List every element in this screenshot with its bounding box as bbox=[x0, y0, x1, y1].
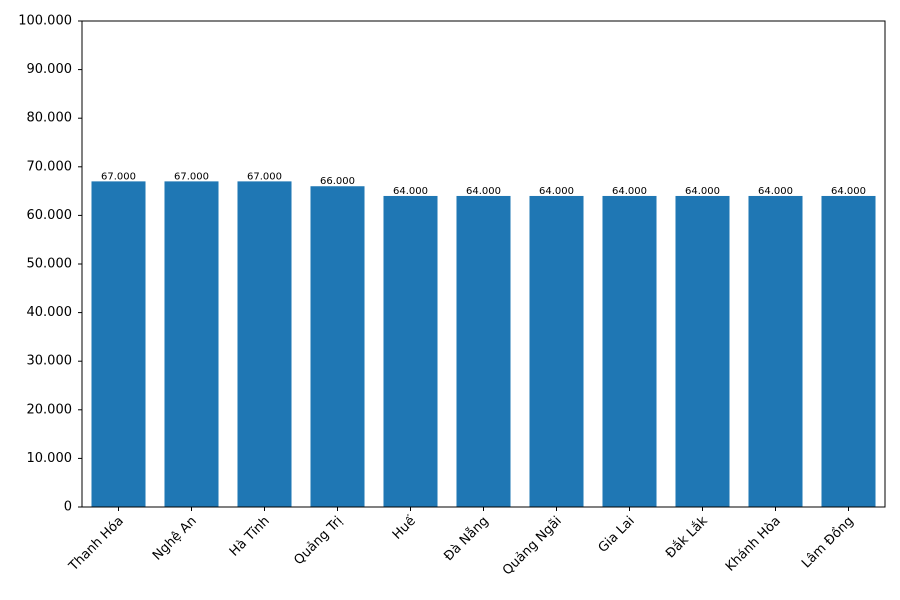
x-tick-label: Nghệ An bbox=[150, 514, 200, 564]
bar bbox=[91, 181, 146, 507]
value-label: 64.000 bbox=[539, 186, 574, 197]
x-tick-label: Đà Nẵng bbox=[441, 514, 491, 564]
y-tick-label: 100.000 bbox=[18, 14, 72, 29]
x-tick-label: Huế bbox=[390, 514, 419, 543]
bar bbox=[748, 195, 803, 507]
x-tick-label: Đắk Lắk bbox=[663, 513, 711, 561]
y-tick-label: 60.000 bbox=[27, 208, 73, 223]
value-label: 64.000 bbox=[831, 186, 866, 197]
bar bbox=[529, 195, 584, 507]
value-label: 64.000 bbox=[466, 186, 501, 197]
y-tick-label: 90.000 bbox=[27, 62, 73, 77]
plot-frame bbox=[81, 20, 886, 508]
x-tick-label: Quảng Trị bbox=[291, 514, 345, 568]
bar bbox=[383, 195, 438, 507]
y-tick-label: 10.000 bbox=[27, 451, 73, 466]
y-tick-label: 50.000 bbox=[27, 257, 73, 272]
x-tick-label: Khánh Hòa bbox=[723, 514, 784, 575]
bar bbox=[675, 195, 730, 507]
y-tick-label: 80.000 bbox=[27, 111, 73, 126]
y-tick-label: 30.000 bbox=[27, 354, 73, 369]
bar bbox=[164, 181, 219, 507]
x-tick-label: Quảng Ngãi bbox=[500, 514, 565, 579]
x-tick-label: Hà Tĩnh bbox=[227, 514, 273, 560]
y-tick-label: 0 bbox=[64, 500, 72, 515]
x-tick-label: Gia Lai bbox=[596, 514, 638, 556]
bar bbox=[821, 195, 876, 507]
x-tick-label: Lâm Đồng bbox=[799, 514, 857, 572]
value-label: 67.000 bbox=[101, 171, 136, 182]
value-label: 67.000 bbox=[174, 171, 209, 182]
value-label: 64.000 bbox=[612, 186, 647, 197]
y-tick-label: 70.000 bbox=[27, 159, 73, 174]
value-label: 64.000 bbox=[758, 186, 793, 197]
value-label: 64.000 bbox=[685, 186, 720, 197]
x-tick-label: Thanh Hóa bbox=[66, 514, 127, 575]
value-label: 67.000 bbox=[247, 171, 282, 182]
bar bbox=[456, 195, 511, 507]
value-label: 66.000 bbox=[320, 176, 355, 187]
bar bbox=[602, 195, 657, 507]
value-label: 64.000 bbox=[393, 186, 428, 197]
y-tick-label: 20.000 bbox=[27, 402, 73, 417]
bar bbox=[310, 186, 365, 508]
bar bbox=[237, 181, 292, 507]
y-tick-label: 40.000 bbox=[27, 305, 73, 320]
